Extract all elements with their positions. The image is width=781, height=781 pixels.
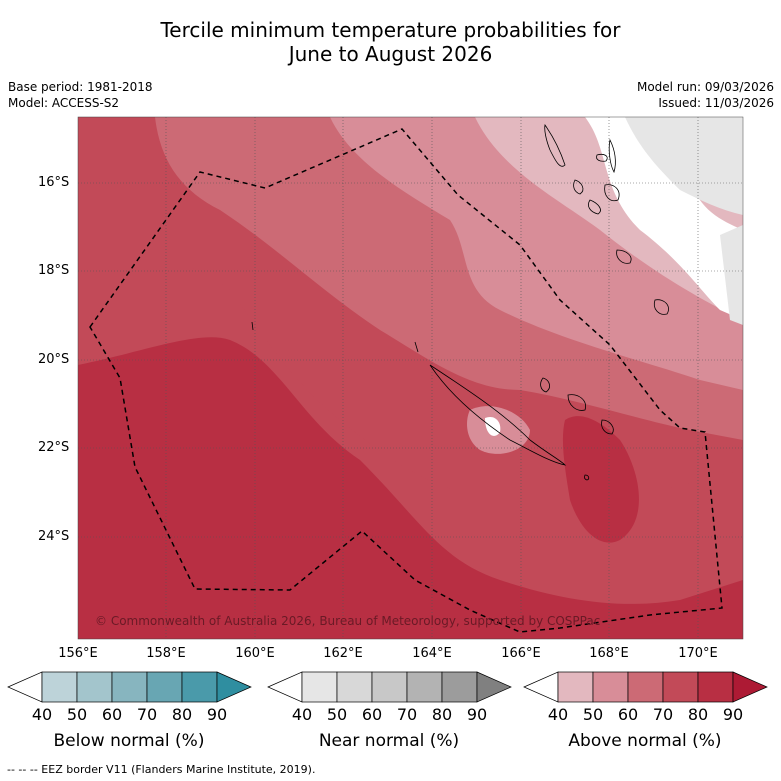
vanuatu-island [573,179,584,195]
colorbar-near-high-arrow [476,671,512,703]
vanuatu-island [608,138,616,174]
loyalty-island [540,377,550,393]
lon-label-156e: 156°E [58,646,98,661]
colorbar-below-tick: 70 [136,705,158,724]
probability-shading [78,117,743,639]
colorbar-below [7,671,252,703]
vanuatu-island [588,199,601,215]
eez-footnote: -- -- -- EEZ border V11 (Flanders Marine… [7,763,316,776]
colorbar-above-swatch [627,671,664,703]
map-title: Tercile minimum temperature probabilitie… [0,18,781,66]
colorbar-near-low-arrow [267,671,303,703]
colorbar-above-tick: 80 [687,705,709,724]
colorbar-above-swatch [557,671,594,703]
colorbar-below-high-arrow [216,671,252,703]
lon-label-164e: 164°E [412,646,452,661]
colorbar-above-tick: 60 [617,705,639,724]
colorbar-near-tick: 80 [431,705,453,724]
colorbar-above-swatch [662,671,699,703]
colorbar-below-tick: 80 [171,705,193,724]
colorbar-near-tick: 50 [326,705,348,724]
islet [414,341,419,353]
lon-label-168e: 168°E [589,646,629,661]
title-line-2: June to August 2026 [288,42,493,66]
colorbar-near-swatch [336,671,373,703]
islet [251,321,254,331]
colorbar-above-tick: 70 [652,705,674,724]
colorbar-near-swatch [301,671,338,703]
colorbar-near-tick: 40 [291,705,313,724]
vanuatu-island [653,299,669,315]
vanuatu-island [544,124,566,167]
colorbar-near [267,671,512,703]
colorbar-near-swatch [441,671,478,703]
loyalty-island [601,419,614,435]
colorbar-below-tick: 50 [66,705,88,724]
colorbar-above-swatch [592,671,629,703]
colorbar-near-swatch [371,671,408,703]
loyalty-island [567,394,586,411]
colorbar-above-tick: 40 [547,705,569,724]
colorbar-above-high-arrow [732,671,768,703]
lon-label-158e: 158°E [146,646,186,661]
band-40-caledonia [485,416,501,436]
lat-label-20s: 20°S [38,352,70,367]
vanuatu-island [604,184,620,202]
lon-label-160e: 160°E [235,646,275,661]
colorbar-below-tick: 90 [206,705,228,724]
meta-right: Model run: 09/03/2026 Issued: 11/03/2026 [637,79,774,111]
lat-label-16s: 16°S [38,175,70,190]
title-line-1: Tercile minimum temperature probabilitie… [160,18,621,42]
colorbar-below-low-arrow [7,671,43,703]
model-run: Model run: 09/03/2026 [636,80,774,94]
colorbar-above-swatch [697,671,734,703]
lat-label-18s: 18°S [38,263,70,278]
model-name: Model: ACCESS-S2 [8,96,120,110]
near-normal-patch-east [720,225,743,325]
colorbar-below-tick: 40 [31,705,53,724]
base-period: Base period: 1981-2018 [8,80,153,94]
map-frame [77,116,744,640]
islet [584,474,590,481]
lon-label-166e: 166°E [501,646,541,661]
vanuatu-island [616,249,632,264]
band-90-southwest [78,337,743,639]
graticule [78,117,743,639]
colorbar-above-label: Above normal (%) [568,731,722,751]
lat-label-22s: 22°S [38,440,70,455]
colorbar-near-tick: 90 [466,705,488,724]
eez-border [89,128,723,633]
colorbar-above [523,671,768,703]
colorbar-below-tick: 60 [101,705,123,724]
colorbar-above-tick: 90 [722,705,744,724]
band-90-east [562,416,639,543]
colorbar-below-swatch [76,671,113,703]
new-caledonia-island [429,364,567,466]
near-normal-patch [625,117,743,215]
issued-date: Issued: 11/03/2026 [658,96,774,110]
colorbar-above-tick: 50 [582,705,604,724]
colorbar-below-swatch [146,671,183,703]
colorbar-near-tick: 60 [361,705,383,724]
colorbar-above-low-arrow [523,671,559,703]
colorbar-near-label: Near normal (%) [318,731,460,751]
islands [251,124,669,481]
colorbar-near-tick: 70 [396,705,418,724]
colorbar-below-label: Below normal (%) [53,731,205,751]
colorbar-below-swatch [41,671,78,703]
colorbar-below-swatch [111,671,148,703]
colorbar-near-swatch [406,671,443,703]
lon-label-170e: 170°E [678,646,718,661]
copyright-credit: © Commonwealth of Australia 2026, Bureau… [95,614,601,628]
lon-label-162e: 162°E [323,646,363,661]
band-below-40 [585,117,743,320]
lat-label-24s: 24°S [38,529,70,544]
meta-left: Base period: 1981-2018 Model: ACCESS-S2 [8,79,153,111]
colorbar-below-swatch [181,671,218,703]
vanuatu-island [596,153,608,162]
